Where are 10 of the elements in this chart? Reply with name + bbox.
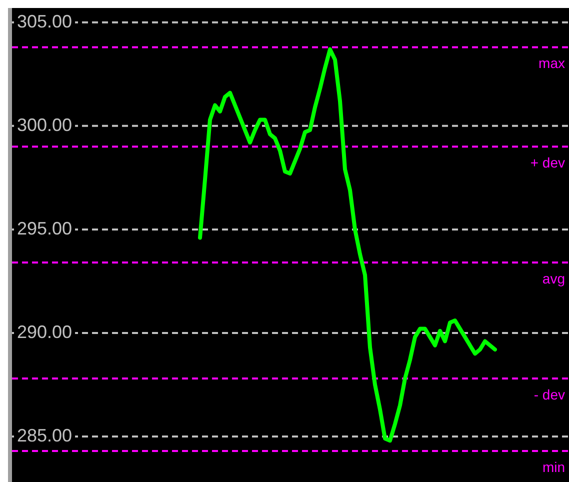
y-tick-label: 305.00	[17, 11, 72, 32]
ref-line-label: min	[542, 458, 565, 475]
ref-line-label: - dev	[534, 386, 565, 402]
y-tick-label: 300.00	[17, 114, 72, 135]
ref-line-label: max	[538, 55, 565, 72]
y-tick-label: 290.00	[17, 322, 72, 342]
y-tick-label: 295.00	[17, 218, 72, 238]
ref-line-label: + dev	[530, 154, 565, 170]
ref-line-label: avg	[542, 270, 565, 286]
y-tick-label: 285.00	[17, 425, 72, 446]
